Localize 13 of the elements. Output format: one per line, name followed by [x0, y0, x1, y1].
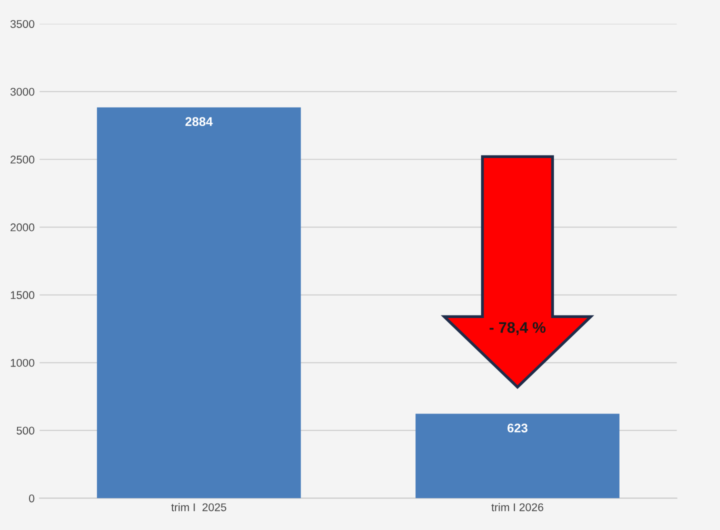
y-tick-label: 1000 [10, 358, 34, 367]
x-tick-label: trim I 2026 [491, 503, 544, 512]
x-tick-label: trim I 2025 [171, 503, 226, 512]
y-tick-label: 2500 [10, 156, 34, 164]
y-tick-label: 3500 [10, 20, 34, 28]
y-tick-label: 500 [16, 426, 34, 435]
y-tick-label: 3000 [10, 88, 34, 96]
y-tick-label: 1500 [10, 291, 34, 300]
annotation: - 78,4 % [490, 322, 546, 336]
data-label: 2884 [185, 117, 213, 126]
y-tick-label: 2000 [10, 223, 34, 232]
y-tick-label: 0 [28, 494, 34, 502]
data-label: 623 [508, 424, 528, 432]
